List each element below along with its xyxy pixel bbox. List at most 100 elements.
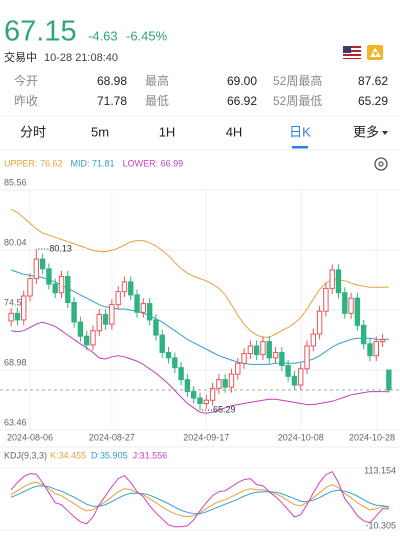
stat-label: 今开: [14, 73, 38, 88]
annotation: 65.29: [213, 405, 236, 415]
candle-body: [329, 269, 335, 289]
candle-body: [216, 379, 222, 389]
candle-body: [178, 367, 184, 381]
candle-body: [354, 297, 361, 326]
stat-value: 71.78: [97, 94, 127, 108]
indicator-line: [10, 481, 389, 518]
candle-body: [134, 294, 140, 313]
candle-body: [379, 339, 386, 343]
tab[interactable]: 更多: [353, 124, 379, 139]
candle-body: [373, 341, 379, 357]
tab-underline: [292, 146, 308, 149]
legend-entry: D:35.905: [91, 450, 128, 460]
candle-body: [260, 341, 266, 356]
candle-body: [90, 330, 96, 346]
candle-body: [191, 391, 197, 399]
change: -4.63: [88, 28, 118, 43]
candle-body: [323, 287, 329, 312]
indicator-line: [11, 321, 389, 414]
candle-body: [96, 313, 102, 332]
stat-value: 69.00: [227, 74, 257, 88]
candle-body: [128, 281, 134, 296]
candle-body: [253, 345, 260, 356]
x-tick-label: 2024-08-27: [89, 432, 135, 442]
candle-body: [386, 369, 392, 391]
candle-body: [272, 351, 279, 359]
candle-body: [52, 283, 58, 294]
candle-body: [247, 345, 254, 355]
candle-body: [310, 333, 317, 347]
y-tick-label: -10.305: [365, 520, 396, 530]
tab[interactable]: 1H: [159, 124, 176, 139]
tab[interactable]: 4H: [226, 124, 243, 139]
dropdown-arrow: [382, 131, 388, 135]
y-tick-label: 68.98: [4, 357, 27, 367]
candle-body: [241, 353, 247, 364]
stat-label: 52周最低: [273, 94, 322, 108]
x-tick-label: 2024-10-08: [278, 432, 324, 442]
x-tick-label: 2024-08-06: [7, 432, 53, 442]
change-pct: -6.45%: [126, 28, 168, 43]
kdj-title: KDJ(9,3,3): [4, 450, 47, 460]
candle-body: [367, 343, 373, 357]
candle-body: [279, 351, 285, 366]
candle-body: [109, 304, 115, 325]
candle-body: [209, 387, 216, 401]
tab[interactable]: 日K: [289, 124, 311, 139]
candle-body: [291, 375, 298, 386]
candle-body: [360, 324, 367, 345]
candle-body: [83, 335, 90, 346]
candle-body: [121, 281, 128, 293]
us-flag: [343, 46, 361, 59]
y-tick-label: 85.56: [4, 177, 27, 187]
candle-body: [342, 292, 348, 314]
price: 67.15: [4, 16, 77, 48]
indicator-line: [10, 485, 389, 515]
candle-body: [102, 313, 109, 325]
candle-body: [222, 379, 228, 388]
indicator-line: [10, 269, 389, 365]
indicator-line: [10, 470, 389, 528]
candle-body: [266, 341, 272, 359]
candle-body: [39, 258, 46, 270]
legend-entry: K:34.455: [50, 450, 86, 460]
tab[interactable]: 5m: [91, 124, 109, 139]
y-tick-label: 80.04: [4, 237, 27, 247]
stat-value: 68.98: [97, 74, 127, 88]
stat-label: 昨收: [14, 94, 38, 108]
y-tick-label: 63.46: [4, 417, 27, 427]
tab[interactable]: 分时: [20, 124, 46, 139]
candle-body: [153, 319, 159, 336]
candle-body: [27, 278, 33, 297]
candle-body: [228, 373, 235, 388]
legend-entry: MID: 71.81: [71, 158, 115, 168]
candle-body: [21, 295, 27, 321]
stat-value: 65.29: [358, 94, 388, 108]
x-tick-label: 2024-10-28: [349, 432, 395, 442]
legend-entry: J:31.556: [133, 450, 168, 460]
candle-body: [14, 312, 21, 321]
candle-body: [348, 297, 354, 314]
candle-body: [58, 275, 65, 294]
y-tick-label: 74.51: [4, 297, 27, 307]
candle-body: [235, 362, 241, 375]
candle-body: [77, 321, 84, 337]
gold-icon[interactable]: [367, 45, 383, 60]
x-tick-label: 2024-09-17: [183, 432, 229, 442]
candle-body: [33, 258, 40, 280]
stat-label: 最高: [145, 73, 169, 88]
candle-body: [65, 275, 71, 304]
candle-body: [46, 268, 52, 285]
candle-body: [203, 399, 209, 405]
candle-body: [115, 291, 121, 306]
candle-body: [172, 357, 178, 369]
legend-entry: LOWER: 66.99: [123, 158, 184, 168]
time: 10-28 21:08:40: [44, 52, 118, 64]
stat-value: 87.62: [358, 74, 388, 88]
settings-icon[interactable]: [374, 157, 388, 171]
annotation: 80.13: [49, 243, 72, 253]
candle-body: [159, 334, 165, 353]
candle-body: [285, 364, 291, 377]
candle-body: [304, 345, 310, 370]
